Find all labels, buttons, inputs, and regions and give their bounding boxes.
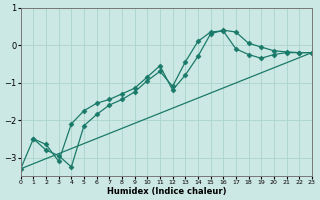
X-axis label: Humidex (Indice chaleur): Humidex (Indice chaleur) bbox=[107, 187, 226, 196]
